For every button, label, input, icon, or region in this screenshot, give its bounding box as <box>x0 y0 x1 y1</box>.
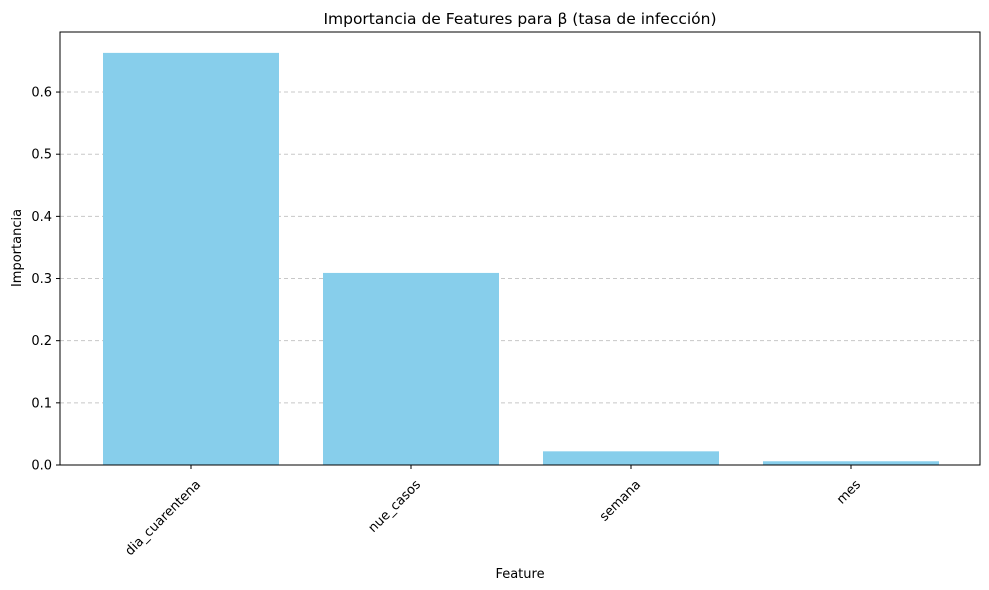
y-tick-label: 0.5 <box>31 148 52 163</box>
bar-dia-cuarentena <box>103 52 279 466</box>
y-tick-label: 0.3 <box>31 272 52 287</box>
y-tick-label: 0.0 <box>31 459 52 474</box>
plot-frame <box>59 31 981 466</box>
bar-nue-casos <box>323 272 499 465</box>
x-tick-label: semana <box>597 477 644 524</box>
y-tick-label: 0.1 <box>31 396 52 411</box>
y-axis-ticks: 0.0 0.1 0.2 0.3 0.4 0.5 0.6 <box>31 86 60 474</box>
y-axis-title: Importancia <box>10 209 25 287</box>
x-tick-label: nue_casos <box>366 477 425 536</box>
y-tick-label: 0.4 <box>31 210 52 225</box>
y-tick-label: 0.6 <box>31 86 52 101</box>
x-tick-label: dia_cuarentena <box>123 477 205 559</box>
bars <box>103 52 939 466</box>
x-tick-label: mes <box>834 477 864 507</box>
grid-lines <box>60 91 980 404</box>
chart-title: Importancia de Features para β (tasa de … <box>323 10 716 28</box>
bar-semana <box>543 451 719 465</box>
x-axis-ticks: dia_cuarentena nue_casos semana mes <box>123 465 864 559</box>
y-tick-label: 0.2 <box>31 334 52 349</box>
x-axis-title: Feature <box>495 567 544 582</box>
bar-mes <box>763 461 939 465</box>
